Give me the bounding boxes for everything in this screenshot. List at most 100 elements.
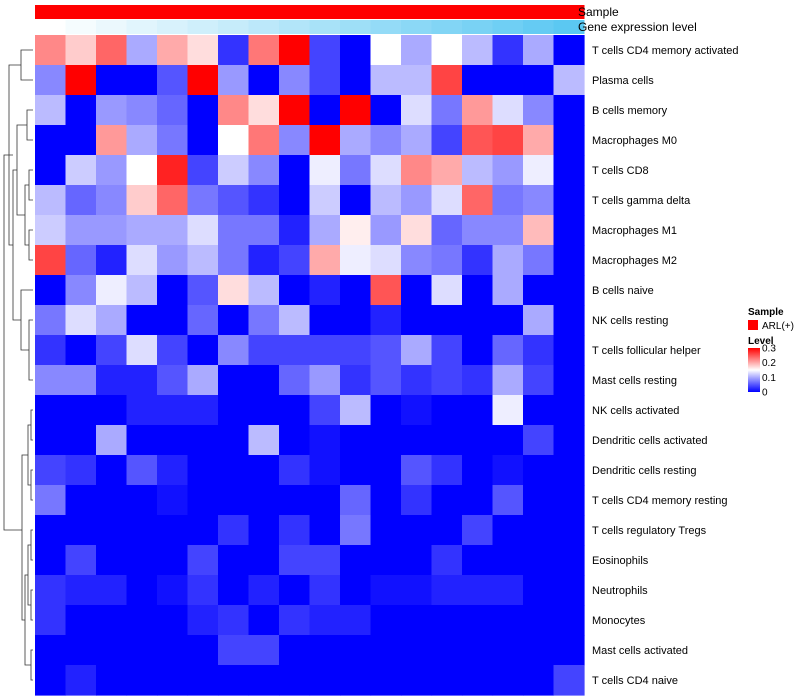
- heatmap-cell: [340, 275, 372, 306]
- heatmap-cell: [35, 155, 67, 186]
- heatmap-cell: [126, 425, 158, 456]
- heatmap-cell: [370, 425, 402, 456]
- heatmap-cell: [370, 65, 402, 96]
- heatmap-cell: [523, 305, 555, 336]
- heatmap-cell: [65, 95, 97, 126]
- track-label-expression: Gene expression level: [578, 20, 697, 34]
- heatmap-cell: [65, 35, 97, 66]
- heatmap-cell: [96, 215, 128, 246]
- heatmap-cell: [401, 395, 433, 426]
- heatmap-cell: [157, 275, 189, 306]
- legend-level-tick: 0.3: [762, 344, 776, 355]
- heatmap-cell: [35, 545, 67, 576]
- heatmap-cell: [492, 125, 524, 156]
- dendrogram-branch: [30, 589, 33, 621]
- heatmap-cell: [553, 545, 585, 576]
- row-label: Macrophages M1: [592, 225, 677, 237]
- heatmap-cell: [370, 245, 402, 276]
- heatmap-cell: [340, 35, 372, 66]
- heatmap-cell: [35, 515, 67, 546]
- heatmap-cell: [65, 335, 97, 366]
- heatmap-cell: [370, 365, 402, 396]
- heatmap-cell: [35, 65, 67, 96]
- heatmap-cell: [553, 635, 585, 666]
- heatmap-cell: [96, 275, 128, 306]
- heatmap-cell: [65, 485, 97, 516]
- annotation-tracks: [35, 5, 585, 34]
- heatmap-cell: [431, 455, 463, 486]
- heatmap-cell: [401, 365, 433, 396]
- heatmap-cell: [492, 545, 524, 576]
- heatmap-cell: [340, 155, 372, 186]
- heatmap-cell: [401, 155, 433, 186]
- heatmap-cell: [157, 395, 189, 426]
- heatmap-cell: [96, 35, 128, 66]
- legend-level-tick: 0: [762, 388, 768, 399]
- sample-track-cell: [370, 5, 402, 19]
- heatmap-cell: [279, 605, 311, 636]
- heatmap-cell: [187, 35, 219, 66]
- heatmap-cell: [553, 185, 585, 216]
- heatmap-cell: [96, 425, 128, 456]
- heatmap-cell: [218, 65, 250, 96]
- row-label: Neutrophils: [592, 585, 648, 597]
- heatmap-cell: [248, 215, 280, 246]
- heatmap-cell: [401, 605, 433, 636]
- dendrogram-branch: [30, 649, 33, 681]
- heatmap-cell: [96, 575, 128, 606]
- heatmap-cell: [492, 215, 524, 246]
- heatmap-cell: [279, 635, 311, 666]
- heatmap-cell: [35, 335, 67, 366]
- heatmap-cell: [462, 485, 494, 516]
- heatmap-cell: [187, 515, 219, 546]
- heatmap-cell: [462, 425, 494, 456]
- dendrogram-branch: [30, 409, 33, 441]
- heatmap-cell: [340, 485, 372, 516]
- heatmap-cell: [553, 215, 585, 246]
- heatmap-cell: [248, 275, 280, 306]
- heatmap-cell: [157, 605, 189, 636]
- heatmap-cell: [35, 605, 67, 636]
- heatmap-cell: [492, 635, 524, 666]
- heatmap-cell: [126, 245, 158, 276]
- dendrogram-branch: [28, 169, 33, 201]
- heatmap-cell: [401, 575, 433, 606]
- heatmap-cell: [187, 605, 219, 636]
- heatmap-cell: [523, 95, 555, 126]
- heatmap-cell: [187, 425, 219, 456]
- heatmap-cell: [35, 665, 67, 696]
- heatmap-cell: [370, 155, 402, 186]
- heatmap-cell: [523, 455, 555, 486]
- row-label: Dendritic cells resting: [592, 465, 697, 477]
- heatmap-cell: [309, 485, 341, 516]
- heatmap-cell: [370, 635, 402, 666]
- heatmap-cell: [248, 395, 280, 426]
- heatmap-cell: [401, 515, 433, 546]
- heatmap-cell: [157, 425, 189, 456]
- heatmap-cell: [279, 335, 311, 366]
- heatmap-cell: [401, 275, 433, 306]
- heatmap-cell: [401, 455, 433, 486]
- row-label: Plasma cells: [592, 75, 654, 87]
- heatmap-cell: [35, 185, 67, 216]
- heatmap-cell: [35, 35, 67, 66]
- heatmap-cell: [340, 305, 372, 336]
- row-label: Mast cells resting: [592, 375, 677, 387]
- row-label: T cells CD4 memory activated: [592, 45, 739, 57]
- heatmap-cell: [96, 155, 128, 186]
- heatmap-cell: [370, 515, 402, 546]
- heatmap-cell: [248, 35, 280, 66]
- heatmap-cell: [309, 35, 341, 66]
- row-label: NK cells activated: [592, 405, 679, 417]
- legend-level-ticks: 0.3 0.2 0.1 0: [762, 344, 776, 399]
- heatmap-cell: [553, 35, 585, 66]
- heatmap-cell: [218, 575, 250, 606]
- heatmap-cell: [126, 35, 158, 66]
- heatmap-cell: [218, 455, 250, 486]
- heatmap-cell: [126, 365, 158, 396]
- heatmap-cell: [370, 35, 402, 66]
- heatmap-cell: [35, 245, 67, 276]
- heatmap-cell: [218, 485, 250, 516]
- heatmap-cell: [279, 35, 311, 66]
- heatmap-cell: [157, 185, 189, 216]
